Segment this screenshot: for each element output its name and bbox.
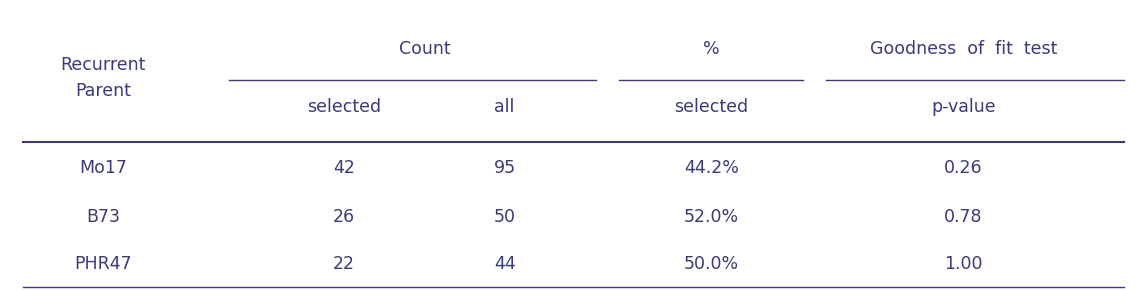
Text: p-value: p-value (931, 98, 996, 116)
Text: B73: B73 (86, 209, 120, 226)
Text: 50: 50 (493, 209, 516, 226)
Text: 44: 44 (494, 255, 515, 273)
Text: 0.26: 0.26 (944, 159, 983, 177)
Text: selected: selected (307, 98, 381, 116)
Text: 26: 26 (333, 209, 356, 226)
Text: 42: 42 (333, 159, 356, 177)
Text: Goodness  of  fit  test: Goodness of fit test (869, 40, 1058, 58)
Text: all: all (494, 98, 515, 116)
Text: PHR47: PHR47 (75, 255, 132, 273)
Text: Mo17: Mo17 (79, 159, 127, 177)
Text: %: % (703, 40, 719, 58)
Text: 0.78: 0.78 (944, 209, 983, 226)
Text: 95: 95 (493, 159, 516, 177)
Text: Count: Count (398, 40, 451, 58)
Text: 50.0%: 50.0% (684, 255, 739, 273)
Text: 52.0%: 52.0% (684, 209, 739, 226)
Text: Recurrent
Parent: Recurrent Parent (61, 56, 146, 101)
Text: selected: selected (674, 98, 748, 116)
Text: 44.2%: 44.2% (684, 159, 739, 177)
Text: 22: 22 (333, 255, 356, 273)
Text: 1.00: 1.00 (944, 255, 983, 273)
